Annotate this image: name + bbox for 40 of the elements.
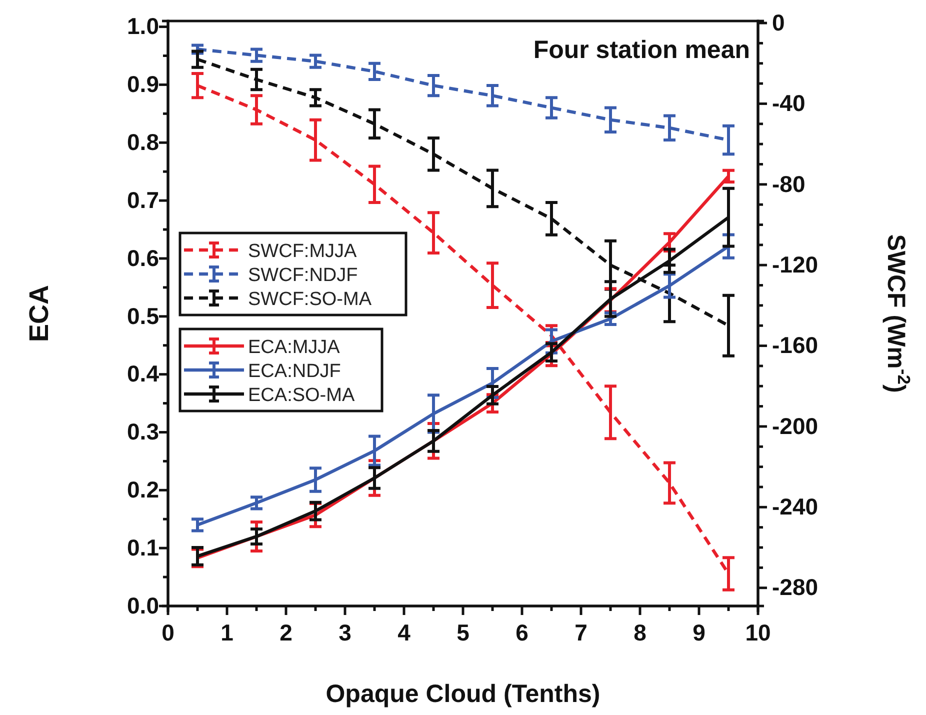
y2-tick-label: -80 [772, 170, 806, 197]
y2-tick-label: -280 [772, 574, 818, 600]
y2-tick-label: -160 [772, 332, 818, 358]
y-axis-title: ECA [24, 284, 54, 342]
x-tick-label: 7 [574, 619, 588, 646]
x-tick-label: 9 [692, 619, 706, 646]
x-tick-label: 4 [398, 619, 411, 646]
y2-tick-label: -200 [772, 412, 818, 439]
y-tick-label: 0.9 [127, 71, 159, 98]
y2-tick-label: -120 [772, 251, 818, 278]
x-axis-title: Opaque Cloud (Tenths) [326, 680, 600, 708]
y-tick-label: 0.0 [127, 592, 159, 618]
y2-tick-label: -240 [772, 494, 818, 520]
legend-label: ECA:SO-MA [248, 385, 355, 406]
x-tick-label: 1 [220, 619, 234, 646]
x-tick-label: 3 [338, 619, 352, 646]
legend-label: ECA:NDJF [248, 361, 341, 382]
y-tick-label: 0.1 [127, 534, 160, 560]
y-tick-label: 0.3 [127, 418, 159, 445]
y-tick-label: 0.8 [127, 128, 160, 155]
x-tick-label: 8 [634, 619, 647, 646]
y-tick-label: 0.7 [127, 186, 159, 213]
y-tick-label: 0.4 [127, 360, 160, 387]
y-tick-label: 0.2 [127, 476, 159, 503]
y-tick-label: 1.0 [127, 13, 159, 40]
legend-label: SWCF:MJJA [248, 241, 358, 262]
legend-label: SWCF:SO-MA [248, 289, 372, 310]
y-tick-label: 0.5 [127, 302, 160, 329]
x-tick-label: 2 [280, 619, 292, 646]
point [190, 50, 205, 69]
legend-label: ECA:MJJA [248, 337, 340, 358]
x-tick-label: 10 [745, 619, 771, 646]
legend-label: SWCF:NDJF [248, 265, 358, 286]
x-tick-label: 5 [456, 619, 470, 646]
x-tick-label: 6 [516, 619, 528, 646]
y2-tick-label: 0 [772, 9, 785, 36]
text: Four station mean [533, 36, 750, 64]
y-tick-label: 0.6 [127, 244, 159, 271]
y2-tick-label: -40 [772, 90, 806, 116]
x-tick-label: 0 [162, 619, 174, 646]
